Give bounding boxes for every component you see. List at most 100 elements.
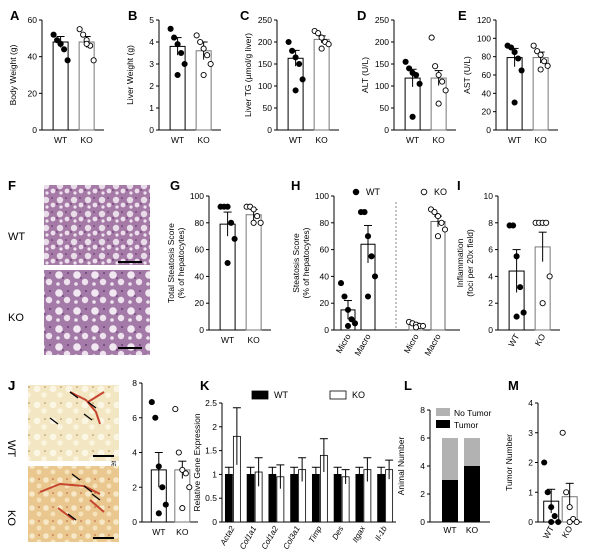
data-point-filled — [416, 80, 423, 87]
y-tick-label: 60 — [28, 15, 38, 25]
panel-m: M 0 1 2 3 4 Tumor Number WT KO — [504, 378, 582, 540]
data-point-filled — [371, 273, 379, 280]
bar — [78, 41, 95, 131]
panel-letter: D — [357, 8, 366, 23]
data-point-open — [544, 62, 551, 69]
legend-marker — [352, 188, 360, 196]
y-tick-label: 150 — [258, 59, 272, 69]
y-tick-label: 5 — [149, 15, 154, 25]
data-point-open — [573, 518, 580, 526]
data-point-filled — [361, 209, 368, 216]
he-image-ko — [44, 270, 150, 355]
data-point-filled — [224, 259, 231, 267]
x-tick-label: WT — [508, 135, 521, 145]
image-label-wt-f: WT — [8, 231, 25, 243]
bar-tumor — [442, 480, 458, 522]
y-tick-label: 4 — [149, 37, 154, 47]
data-point-filled — [159, 484, 166, 491]
data-point-filled — [54, 37, 61, 44]
x-tick-label: Micro — [334, 332, 353, 355]
he-image-wt — [44, 185, 150, 265]
data-point-filled — [364, 293, 372, 300]
data-point-open — [435, 71, 442, 79]
panel-g: G 0 20 40 60 80 100 Total Steatosis Score (% of … — [166, 178, 271, 345]
y-tick-label: 80 — [195, 218, 205, 228]
x-tick-label: WT — [506, 332, 521, 348]
y-tick-label: 0 — [488, 325, 493, 335]
x-tick-label: Itgax — [351, 524, 368, 544]
data-point-filled — [511, 99, 518, 106]
y-tick-label: 4 — [420, 461, 425, 471]
data-point-open — [315, 30, 322, 37]
data-point-open — [90, 57, 97, 64]
y-tick-label: 80 — [482, 52, 492, 62]
data-point-open — [250, 219, 257, 226]
data-point-open — [431, 209, 438, 216]
x-tick-label: KO — [80, 135, 93, 145]
data-point-filled — [548, 518, 555, 526]
data-point-filled — [517, 284, 524, 291]
y-tick-label: 8 — [488, 218, 493, 228]
data-point-filled — [50, 31, 57, 38]
x-tick-label: KO — [533, 332, 548, 348]
data-point-filled — [541, 459, 548, 466]
collagen-streak-wt — [69, 391, 105, 425]
y-axis-label: Animal Number — [396, 437, 406, 496]
y-axis-label: Steatosis Score — [291, 233, 301, 293]
data-point-open — [172, 406, 179, 413]
sirius-image-ko — [28, 466, 119, 542]
data-point-open — [439, 78, 446, 85]
y-tick-label: 2 — [488, 298, 493, 308]
y-axis-label: Relative Gene Expression — [192, 413, 202, 512]
y-tick-label: 40 — [195, 271, 205, 281]
data-point-open — [76, 26, 83, 33]
y-tick-label: 10 — [484, 191, 494, 201]
x-tick-label: Macro — [422, 332, 443, 358]
image-label-wt-j: WT — [5, 440, 17, 457]
data-point-open — [434, 233, 442, 240]
y-axis-label: Inflammation — [455, 238, 465, 287]
data-point-open — [83, 40, 90, 47]
x-tick-label: KO — [466, 525, 479, 535]
y-tick-label: 0 — [384, 125, 389, 135]
x-tick-label: WT — [54, 135, 67, 145]
y-tick-label: 0 — [32, 125, 37, 135]
data-point-filled — [152, 414, 159, 421]
panel-b: B 0 1 2 3 4 5 Liver Weight (g) WT KO — [125, 8, 221, 145]
y-axis-label: Body Weight (g) — [8, 44, 18, 105]
panel-e: E 0 20 40 60 80 100 120 AST (U/L) WT KO — [458, 8, 558, 145]
panel-letter: G — [170, 178, 180, 193]
legend-label: No Tumor — [454, 408, 491, 418]
y-tick-label: 250 — [258, 15, 272, 25]
legend-label: KO — [352, 390, 365, 400]
data-point-filled — [409, 113, 416, 120]
panel-l: L 0 2 4 6 8 Animal Number WT KO No Tumor Tumor — [396, 378, 491, 535]
y-tick-label: 6 — [132, 413, 137, 423]
y-tick-label: 1 — [212, 469, 217, 479]
data-point-open — [193, 32, 200, 39]
data-point-filled — [548, 504, 555, 511]
data-point-filled — [174, 41, 181, 48]
data-point-filled — [520, 309, 527, 316]
data-point-open — [204, 52, 211, 59]
data-point-open — [428, 34, 435, 41]
data-point-filled — [167, 25, 174, 32]
data-point-open — [543, 219, 550, 226]
legend-marker — [420, 188, 428, 196]
data-point-open — [566, 504, 573, 511]
data-point-open — [419, 322, 427, 330]
y-tick-label: 2 — [132, 482, 137, 492]
data-point-open — [534, 48, 541, 55]
data-point-open — [182, 470, 189, 477]
x-tick-label: Col1a1 — [238, 525, 258, 551]
x-tick-label: KO — [315, 135, 328, 145]
panel-letter: A — [10, 8, 20, 23]
y-axis-label: Liver TG (µmol/g liver) — [243, 33, 253, 117]
y-tick-label: 150 — [375, 59, 389, 69]
x-tick-label: WT — [171, 135, 184, 145]
data-point-filled — [181, 60, 188, 68]
y-tick-label: 1.5 — [205, 446, 217, 456]
y-tick-label: 50 — [380, 103, 390, 113]
data-point-filled — [511, 49, 518, 56]
collagen-streak-ko — [39, 482, 105, 521]
